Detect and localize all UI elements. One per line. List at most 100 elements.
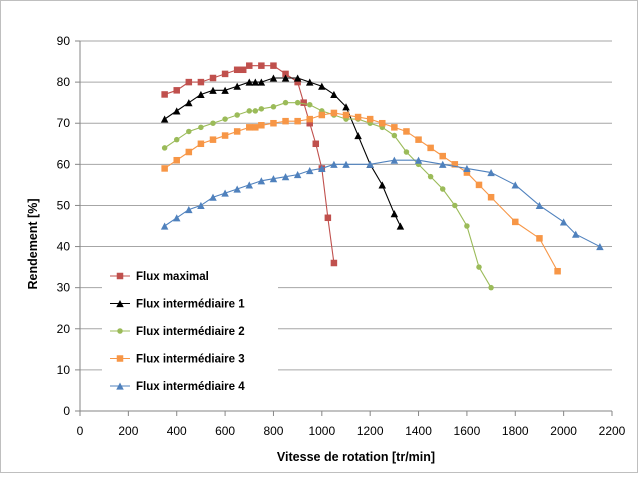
series-group: [160, 62, 604, 291]
data-point: [378, 181, 387, 189]
data-point: [396, 222, 405, 230]
data-point: [282, 70, 289, 78]
data-point: [330, 109, 338, 117]
legend-label: Flux intermédiaire 2: [136, 326, 245, 338]
data-point: [452, 202, 458, 209]
data-point: [324, 214, 332, 222]
data-point: [233, 185, 241, 193]
data-point: [281, 74, 290, 82]
data-point: [438, 160, 447, 168]
data-point: [198, 124, 204, 131]
data-point: [258, 122, 265, 129]
data-point: [257, 177, 266, 185]
data-point: [464, 223, 470, 229]
data-point: [439, 152, 446, 160]
legend-item-5: Flux intermédiaire 4: [110, 381, 245, 393]
data-point: [246, 62, 253, 69]
x-tick-label: 2200: [599, 424, 626, 438]
data-point: [270, 104, 277, 110]
data-point: [342, 160, 350, 168]
axes: 0 10 20 30 40 50 60 70 80 90 0 200 400 600 800 1000 1200…: [57, 34, 626, 438]
data-point: [294, 99, 301, 106]
legend-box: [102, 262, 278, 397]
data-point: [293, 74, 302, 82]
data-point: [233, 128, 241, 135]
data-point: [305, 166, 314, 175]
series-4: [161, 109, 561, 275]
legend-item-2: Flux intermédiaire 1: [110, 299, 245, 311]
data-point: [536, 235, 543, 242]
data-point: [427, 173, 434, 180]
legend-label: Flux intermédiaire 1: [136, 299, 245, 311]
legend-label: Flux maximal: [136, 271, 209, 283]
data-point: [439, 186, 446, 192]
data-point: [257, 78, 266, 86]
data-point: [354, 113, 362, 121]
data-point: [233, 66, 241, 74]
data-point: [282, 117, 289, 125]
data-point: [251, 78, 260, 86]
series-5: [160, 156, 604, 251]
data-point: [252, 108, 259, 114]
data-point: [305, 78, 314, 86]
data-point: [185, 99, 193, 107]
data-point: [511, 181, 520, 189]
data-point: [239, 66, 247, 74]
x-tick-label: 0: [77, 424, 84, 438]
data-point: [390, 210, 399, 218]
data-point: [330, 90, 338, 99]
x-tick-label: 600: [215, 424, 235, 438]
data-point: [488, 284, 494, 291]
data-point: [391, 124, 398, 131]
data-point: [269, 175, 278, 183]
data-point: [160, 222, 169, 230]
data-point: [354, 131, 362, 140]
data-point: [252, 124, 259, 131]
x-tick-label: 1600: [454, 424, 481, 438]
data-point: [596, 242, 604, 251]
x-tick-label: 1000: [308, 424, 335, 438]
data-point: [209, 86, 217, 94]
data-point: [185, 78, 193, 86]
data-point: [451, 161, 459, 168]
data-point: [463, 169, 471, 176]
legend-swatch-marker: [116, 299, 124, 308]
y-tick-label: 10: [57, 363, 71, 377]
data-point: [403, 149, 410, 155]
legend-swatch-marker: [116, 355, 124, 362]
data-point: [476, 264, 482, 270]
data-point: [342, 103, 350, 111]
y-tick-label: 90: [57, 34, 71, 48]
data-point: [306, 119, 313, 127]
data-point: [300, 99, 307, 106]
data-point: [487, 193, 495, 201]
legend-swatch-marker: [117, 328, 123, 334]
data-point: [222, 116, 228, 122]
data-point: [173, 136, 180, 143]
y-tick-label: 50: [57, 198, 71, 212]
data-point: [330, 160, 338, 168]
data-point: [390, 156, 399, 164]
data-point: [172, 107, 181, 115]
y-tick-label: 0: [63, 404, 70, 418]
data-point: [463, 164, 471, 173]
data-point: [318, 164, 326, 173]
data-point: [185, 148, 193, 156]
data-point: [270, 119, 277, 127]
y-tick-label: 40: [57, 240, 71, 254]
y-tick-label: 30: [57, 281, 71, 295]
data-point: [209, 193, 217, 201]
data-point: [221, 86, 229, 94]
data-point: [318, 111, 326, 119]
data-point: [306, 101, 313, 108]
x-tick-label: 1400: [405, 424, 432, 438]
legend-swatch-marker: [116, 272, 124, 280]
data-point: [197, 78, 205, 86]
data-point: [161, 91, 168, 98]
data-point: [282, 99, 289, 106]
data-point: [554, 267, 561, 275]
data-point: [197, 201, 205, 210]
data-point: [221, 132, 229, 139]
